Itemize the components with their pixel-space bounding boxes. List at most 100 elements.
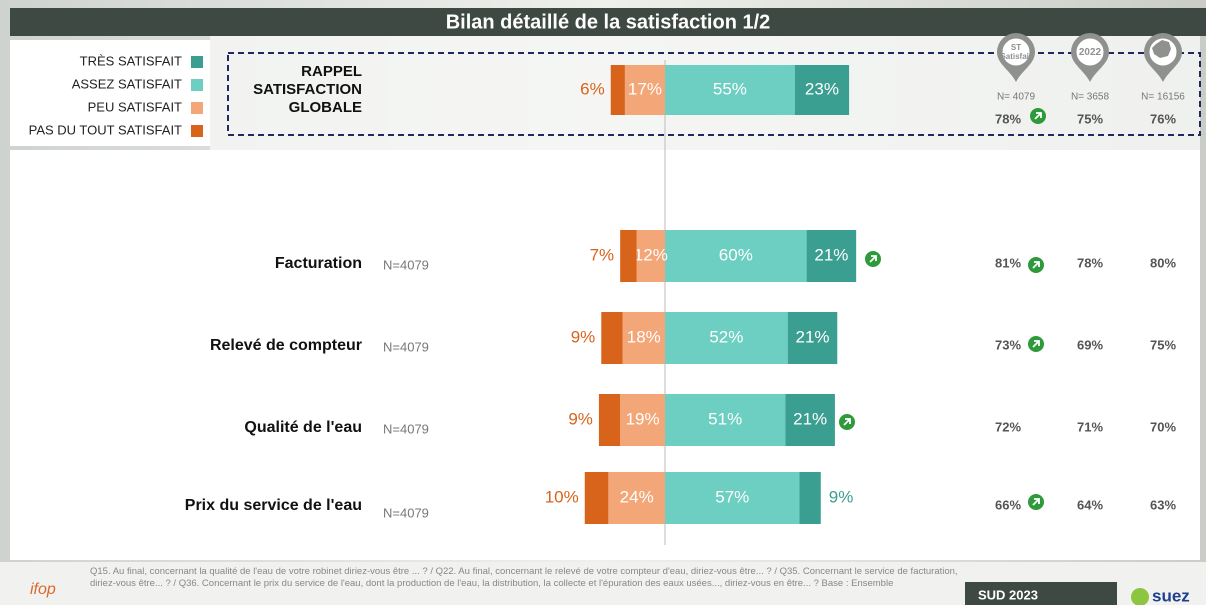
value-label: 10% bbox=[545, 487, 579, 506]
bar-segment bbox=[665, 472, 800, 524]
comparison-value: 66% bbox=[995, 497, 1021, 512]
value-label: 21% bbox=[793, 409, 827, 428]
bar-segment bbox=[598, 394, 621, 446]
column-header: 2022 bbox=[1079, 47, 1102, 58]
pin-center bbox=[1001, 37, 1031, 67]
legend-swatch bbox=[191, 125, 203, 137]
comparison-value: 78% bbox=[995, 111, 1021, 126]
comparison-value: 63% bbox=[1150, 497, 1176, 512]
value-label: 52% bbox=[709, 327, 743, 346]
value-label: 60% bbox=[719, 245, 753, 264]
comparison-value: 73% bbox=[995, 337, 1021, 352]
n-label: N=4079 bbox=[383, 421, 429, 436]
legend-label: TRÈS SATISFAIT bbox=[80, 53, 182, 68]
trend-icons bbox=[839, 108, 1046, 510]
category-label: Relevé de compteur bbox=[210, 337, 362, 354]
title-bar bbox=[10, 8, 1206, 36]
pin-center bbox=[1075, 37, 1105, 67]
bar-segment bbox=[584, 472, 609, 524]
bar-segment bbox=[622, 312, 665, 364]
footer-note: Q15. Au final, concernant la qualité de … bbox=[90, 566, 958, 589]
bar-segment bbox=[665, 65, 795, 115]
value-label: 9% bbox=[568, 409, 593, 428]
category-label: RAPPEL SATISFACTION GLOBALE bbox=[253, 63, 362, 116]
legend-label: PEU SATISFAIT bbox=[88, 99, 182, 114]
value-label: 24% bbox=[620, 487, 654, 506]
trend-up-arrow bbox=[1032, 261, 1040, 269]
bar-segment bbox=[665, 230, 807, 282]
bar-segment bbox=[799, 472, 821, 524]
value-label: 21% bbox=[814, 245, 848, 264]
comparison-value: 64% bbox=[1077, 497, 1103, 512]
trend-up-arrow bbox=[843, 418, 851, 426]
bar-segment bbox=[785, 394, 835, 446]
n-label: N=4079 bbox=[383, 257, 429, 272]
value-label: 7% bbox=[590, 245, 615, 264]
legend-swatch bbox=[191, 79, 203, 91]
value-label: 18% bbox=[627, 327, 661, 346]
n-label: N=4079 bbox=[383, 339, 429, 354]
comparison-value: 72% bbox=[995, 419, 1021, 434]
comparison-value: 80% bbox=[1150, 255, 1176, 270]
bar-segment bbox=[624, 65, 665, 115]
category-label: Prix du service de l'eau bbox=[185, 497, 362, 514]
bar-segment bbox=[610, 65, 625, 115]
bar-segment bbox=[787, 312, 838, 364]
comparison-value: 75% bbox=[1150, 337, 1176, 352]
trend-up-arrow bbox=[1032, 340, 1040, 348]
column-header-line: ST bbox=[1011, 43, 1021, 52]
value-label: 12% bbox=[634, 245, 668, 264]
value-label: 23% bbox=[805, 79, 839, 98]
suez-mark bbox=[1131, 588, 1149, 605]
trend-up-arrow bbox=[1034, 112, 1042, 120]
category-label: Qualité de l'eau bbox=[244, 419, 362, 436]
comparison-value: 69% bbox=[1077, 337, 1103, 352]
bar-segment bbox=[665, 312, 788, 364]
legend-label: ASSEZ SATISFAIT bbox=[72, 76, 182, 91]
bar-segment bbox=[608, 472, 665, 524]
edition-band bbox=[965, 582, 1117, 605]
comparison-value: 70% bbox=[1150, 419, 1176, 434]
comparison-value: 71% bbox=[1077, 419, 1103, 434]
ifop-logo: ifop bbox=[30, 581, 56, 598]
legend-label: PAS DU TOUT SATISFAIT bbox=[29, 122, 182, 137]
comparison-value: 76% bbox=[1150, 111, 1176, 126]
value-label: 6% bbox=[580, 79, 605, 98]
chart-title: Bilan détaillé de la satisfaction 1/2 bbox=[446, 11, 771, 33]
comparison-value: 75% bbox=[1077, 111, 1103, 126]
value-label: 9% bbox=[829, 487, 854, 506]
comparison-value: 81% bbox=[995, 255, 1021, 270]
column-n: N= 3658 bbox=[1071, 92, 1110, 103]
column-n: N= 4079 bbox=[997, 92, 1036, 103]
value-label: 51% bbox=[708, 409, 742, 428]
column-header-line: Satisfait bbox=[1000, 52, 1031, 61]
value-label: 19% bbox=[626, 409, 660, 428]
value-label: 17% bbox=[628, 79, 662, 98]
value-label: 55% bbox=[713, 79, 747, 98]
bar-segment bbox=[806, 230, 857, 282]
suez-logo: suez bbox=[1152, 586, 1190, 605]
bar-segment bbox=[601, 312, 623, 364]
legend-swatch bbox=[191, 102, 203, 114]
n-label: N=4079 bbox=[383, 505, 429, 520]
legend-box bbox=[10, 40, 210, 146]
legend-swatch bbox=[191, 56, 203, 68]
column-n: N= 16156 bbox=[1141, 92, 1185, 103]
trend-up-arrow bbox=[1032, 498, 1040, 506]
column-header: ST Satisfait bbox=[1000, 43, 1031, 61]
value-label: 57% bbox=[715, 487, 749, 506]
edition: SUD 2023 bbox=[978, 587, 1038, 602]
value-label: 9% bbox=[571, 327, 596, 346]
bar-segment bbox=[620, 394, 665, 446]
bar-segment bbox=[620, 230, 637, 282]
bar-segment bbox=[636, 230, 665, 282]
france-icon bbox=[1152, 40, 1171, 58]
bar-segment bbox=[665, 394, 786, 446]
bar-segment bbox=[794, 65, 850, 115]
category-box: RAPPEL SATISFACTION GLOBALE bbox=[253, 63, 362, 116]
comparison-value: 78% bbox=[1077, 255, 1103, 270]
category-label: Facturation bbox=[275, 255, 362, 272]
trend-up-arrow bbox=[869, 255, 877, 263]
value-label: 21% bbox=[795, 327, 829, 346]
